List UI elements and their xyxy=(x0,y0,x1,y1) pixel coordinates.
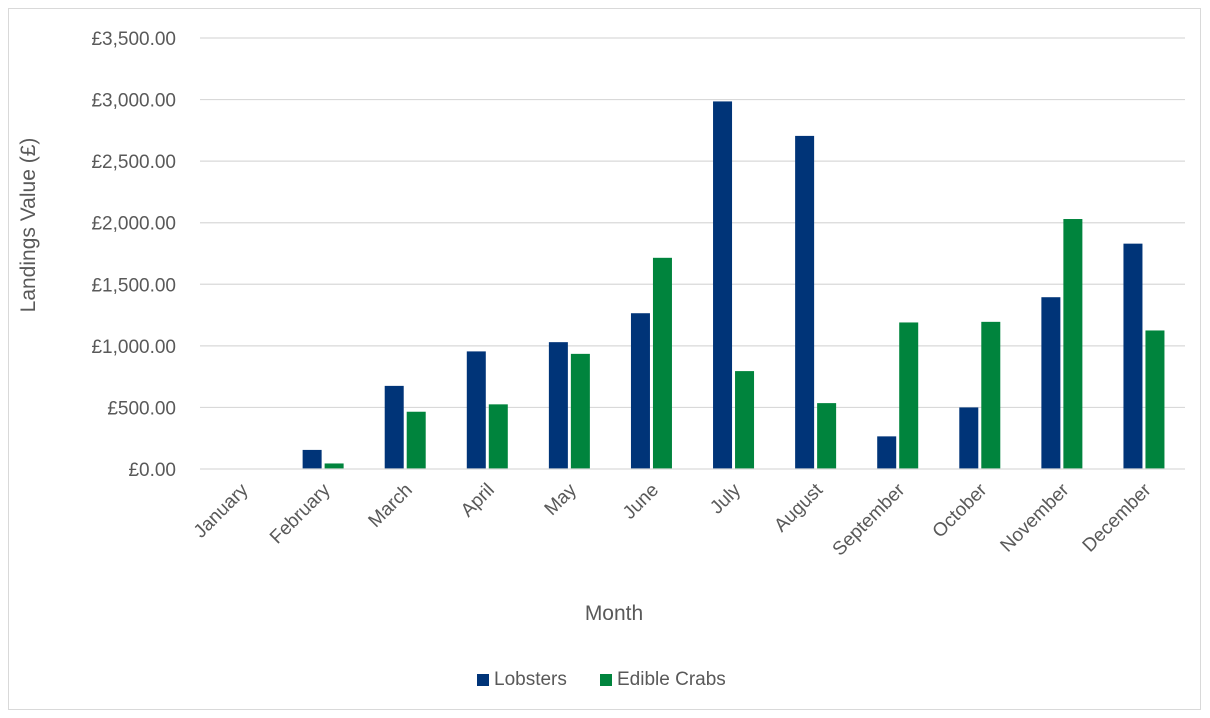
x-tick-label: December xyxy=(1079,479,1156,556)
bar-edible-crabs-april xyxy=(488,404,508,469)
bar-edible-crabs-october xyxy=(981,321,1001,469)
bar-edible-crabs-november xyxy=(1063,219,1083,469)
legend-swatch xyxy=(600,674,612,686)
bar-lobsters-september xyxy=(877,436,897,469)
bar-lobsters-august xyxy=(795,135,815,470)
x-tick-label: July xyxy=(706,479,745,518)
bar-edible-crabs-july xyxy=(735,371,755,469)
bar-lobsters-april xyxy=(466,351,486,469)
bar-lobsters-october xyxy=(959,407,979,469)
y-tick-label: £0.00 xyxy=(128,460,176,481)
x-tick-label: June xyxy=(619,480,663,524)
legend: Lobsters Edible Crabs xyxy=(477,669,726,690)
x-tick-label: November xyxy=(997,479,1074,556)
bar-edible-crabs-september xyxy=(899,322,919,469)
bar-lobsters-july xyxy=(713,101,733,469)
x-tick-label: May xyxy=(541,479,582,520)
x-tick-label: September xyxy=(829,479,910,560)
y-axis-tick-labels: £0.00 £500.00 £1,000.00 £1,500.00 £2,000.00 £… xyxy=(91,29,176,481)
bar-edible-crabs-february xyxy=(324,463,344,469)
bar-lobsters-june xyxy=(630,313,650,469)
bar-edible-crabs-august xyxy=(817,403,837,469)
bar-edible-crabs-december xyxy=(1145,330,1165,469)
x-tick-label: August xyxy=(770,479,827,536)
x-tick-label: February xyxy=(266,479,335,548)
bar-lobsters-may xyxy=(548,342,568,469)
bar-edible-crabs-june xyxy=(652,257,672,469)
y-tick-label: £1,500.00 xyxy=(91,275,176,296)
y-tick-label: £500.00 xyxy=(107,398,176,419)
y-tick-label: £3,000.00 xyxy=(91,91,176,112)
bar-lobsters-march xyxy=(384,385,404,469)
x-tick-label: January xyxy=(190,479,253,542)
y-axis-title: Landings Value (£) xyxy=(17,138,40,313)
x-tick-label: March xyxy=(365,480,417,532)
x-tick-label: October xyxy=(929,479,992,542)
y-tick-label: £2,500.00 xyxy=(91,152,176,173)
legend-swatch xyxy=(477,674,489,686)
x-axis-title: Month xyxy=(585,602,643,625)
bars xyxy=(302,101,1165,470)
y-tick-label: £2,000.00 xyxy=(91,214,176,235)
y-tick-label: £3,500.00 xyxy=(91,29,176,50)
legend-label: Lobsters xyxy=(494,669,567,690)
x-axis-tick-labels: January February March April May June July Augu… xyxy=(190,479,1156,560)
bar-edible-crabs-march xyxy=(406,411,426,469)
y-tick-label: £1,000.00 xyxy=(91,337,176,358)
bar-lobsters-november xyxy=(1041,297,1061,469)
chart-frame xyxy=(8,8,1201,710)
legend-label: Edible Crabs xyxy=(617,669,726,690)
x-tick-label: April xyxy=(457,480,499,522)
bar-lobsters-february xyxy=(302,449,322,469)
bar-edible-crabs-may xyxy=(570,353,590,469)
gridlines xyxy=(200,37,1185,409)
bar-lobsters-december xyxy=(1123,243,1143,469)
